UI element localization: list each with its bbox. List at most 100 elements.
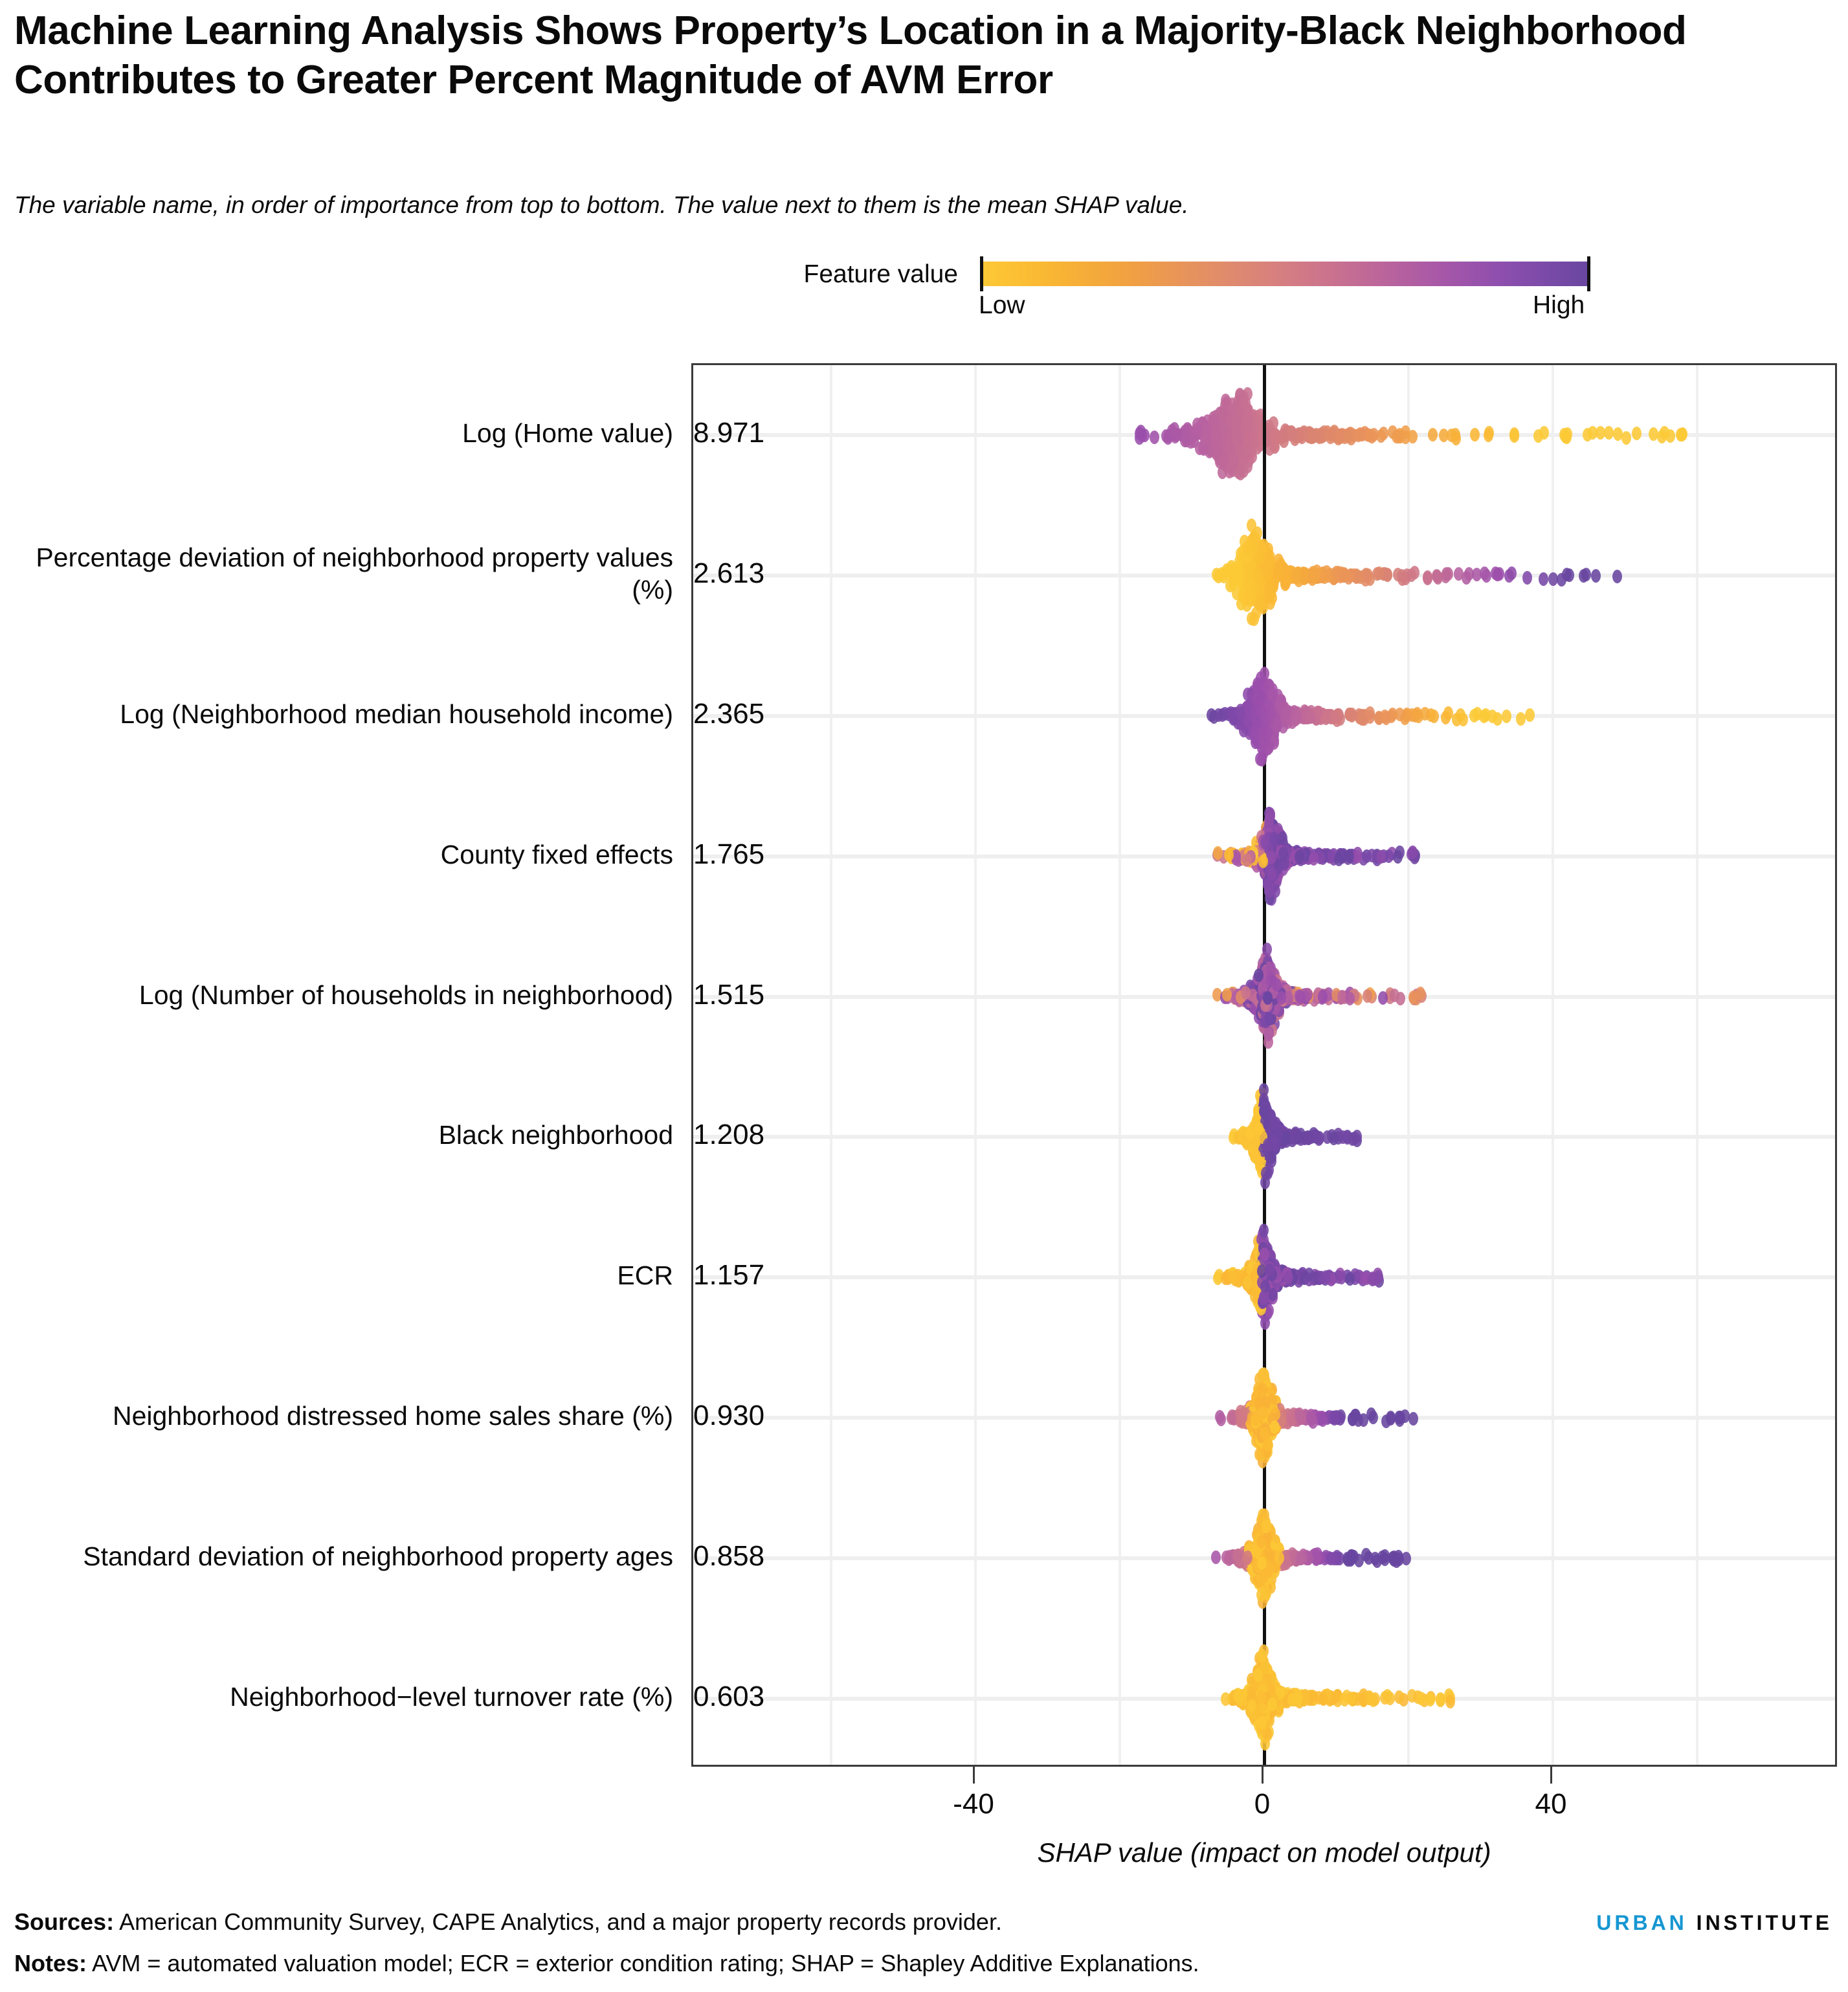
shap-point [1590, 569, 1601, 583]
shap-point [1507, 566, 1517, 581]
feature-label: Log (Home value) [462, 418, 673, 449]
shap-point [1295, 428, 1305, 442]
shap-point [1452, 712, 1462, 726]
feature-label: Log (Neighborhood median household incom… [120, 699, 673, 729]
legend-high-label: High [1533, 291, 1585, 319]
shap-point [1539, 425, 1549, 440]
colorbar-high-cap [1587, 256, 1590, 291]
shap-point [1382, 568, 1392, 583]
shap-point [1307, 1411, 1317, 1426]
shap-point [1218, 570, 1229, 584]
shap-point [1377, 990, 1388, 1005]
feature-label: Neighborhood−level turnover rate (%) [230, 1681, 673, 1712]
shap-point [1271, 719, 1282, 733]
shap-point [1219, 452, 1230, 466]
mean-shap-value: 1.208 [693, 1119, 765, 1151]
shap-point [1257, 753, 1267, 767]
mean-shap-value: 8.971 [693, 417, 765, 449]
beeswarm-row [693, 1363, 1835, 1473]
shap-point [1262, 990, 1273, 1005]
shap-point [1355, 427, 1365, 442]
shap-point [1149, 430, 1159, 444]
vertical-gridline [974, 365, 977, 1765]
shap-point [1480, 708, 1491, 722]
mean-shap-value: 0.930 [693, 1400, 765, 1431]
shap-point [1238, 453, 1248, 467]
shap-point [1587, 426, 1598, 440]
shap-point [1253, 570, 1264, 584]
vertical-gridline [1119, 365, 1121, 1765]
shap-point [1264, 583, 1275, 598]
shap-point [1260, 1315, 1270, 1330]
feature-label: Black neighborhood [438, 1120, 673, 1150]
shap-point [1367, 848, 1377, 862]
shap-point [1319, 570, 1330, 584]
shap-point [1286, 425, 1297, 440]
shap-point [1254, 689, 1264, 703]
shap-point [1378, 427, 1388, 441]
shap-point [1502, 710, 1512, 724]
beeswarm-row [693, 1082, 1835, 1192]
feature-label: Percentage deviation of neighborhood pro… [36, 543, 673, 605]
shap-point [1278, 846, 1289, 860]
shap-point [1345, 991, 1355, 1005]
shap-point [1262, 560, 1272, 574]
shap-point [1522, 570, 1532, 585]
shap-point [1227, 1270, 1237, 1284]
shap-point [1395, 845, 1405, 860]
shap-point [1213, 708, 1223, 722]
beeswarm-row [693, 518, 1835, 631]
beeswarm-row [693, 801, 1835, 912]
feature-value-legend: Feature value Low High [738, 254, 1644, 331]
shap-point [1612, 569, 1623, 583]
shap-point [1308, 429, 1319, 443]
shap-point [1249, 612, 1259, 627]
shap-point [1423, 570, 1433, 584]
shap-point [1441, 567, 1451, 581]
shap-point [1254, 1447, 1264, 1461]
shap-point [1260, 836, 1270, 850]
shap-point [1538, 572, 1548, 586]
shap-point [1347, 1413, 1357, 1427]
shap-point [1296, 1411, 1306, 1425]
shap-point [1277, 831, 1287, 845]
shap-point [1362, 989, 1372, 1003]
shap-point [1407, 568, 1417, 583]
shap-point [1188, 434, 1199, 448]
beeswarm-row [693, 1222, 1835, 1332]
shap-point [1258, 1367, 1269, 1381]
shap-point [1320, 1270, 1331, 1284]
mean-shap-value: 2.365 [693, 698, 765, 730]
shap-point [1395, 707, 1405, 721]
shap-point [1258, 1083, 1269, 1097]
shap-point [1412, 707, 1422, 721]
shap-point [1334, 853, 1344, 867]
vertical-gridline [1552, 365, 1554, 1765]
shap-point [1254, 551, 1264, 565]
shap-point [1346, 709, 1357, 723]
beeswarm-row [693, 661, 1835, 771]
shap-point [1441, 711, 1451, 725]
shap-point [1262, 878, 1273, 892]
shap-point [1258, 1224, 1269, 1237]
colorbar-low-cap [980, 256, 983, 291]
shap-point [1429, 709, 1439, 723]
feature-label-column: Log (Home value) Percentage deviation of … [19, 363, 673, 1767]
shap-point [1632, 427, 1642, 441]
shap-point [1344, 1271, 1355, 1286]
page-title: Machine Learning Analysis Shows Property… [14, 8, 1687, 102]
shap-point [1241, 423, 1252, 437]
shap-point [1613, 427, 1623, 442]
legend-title: Feature value [803, 260, 958, 288]
shap-point [1344, 849, 1354, 863]
beeswarm-row [693, 942, 1835, 1052]
mean-shap-value: 1.157 [693, 1259, 765, 1292]
shap-point [1231, 432, 1241, 446]
shap-point [1237, 1410, 1247, 1424]
shap-point [1392, 429, 1402, 443]
shap-point [1329, 1131, 1339, 1145]
shap-point [1621, 431, 1632, 445]
page-subtitle: The variable name, in order of importanc… [14, 192, 1189, 218]
feature-label: Log (Number of households in neighborhoo… [139, 979, 673, 1010]
shap-point [1665, 429, 1675, 443]
